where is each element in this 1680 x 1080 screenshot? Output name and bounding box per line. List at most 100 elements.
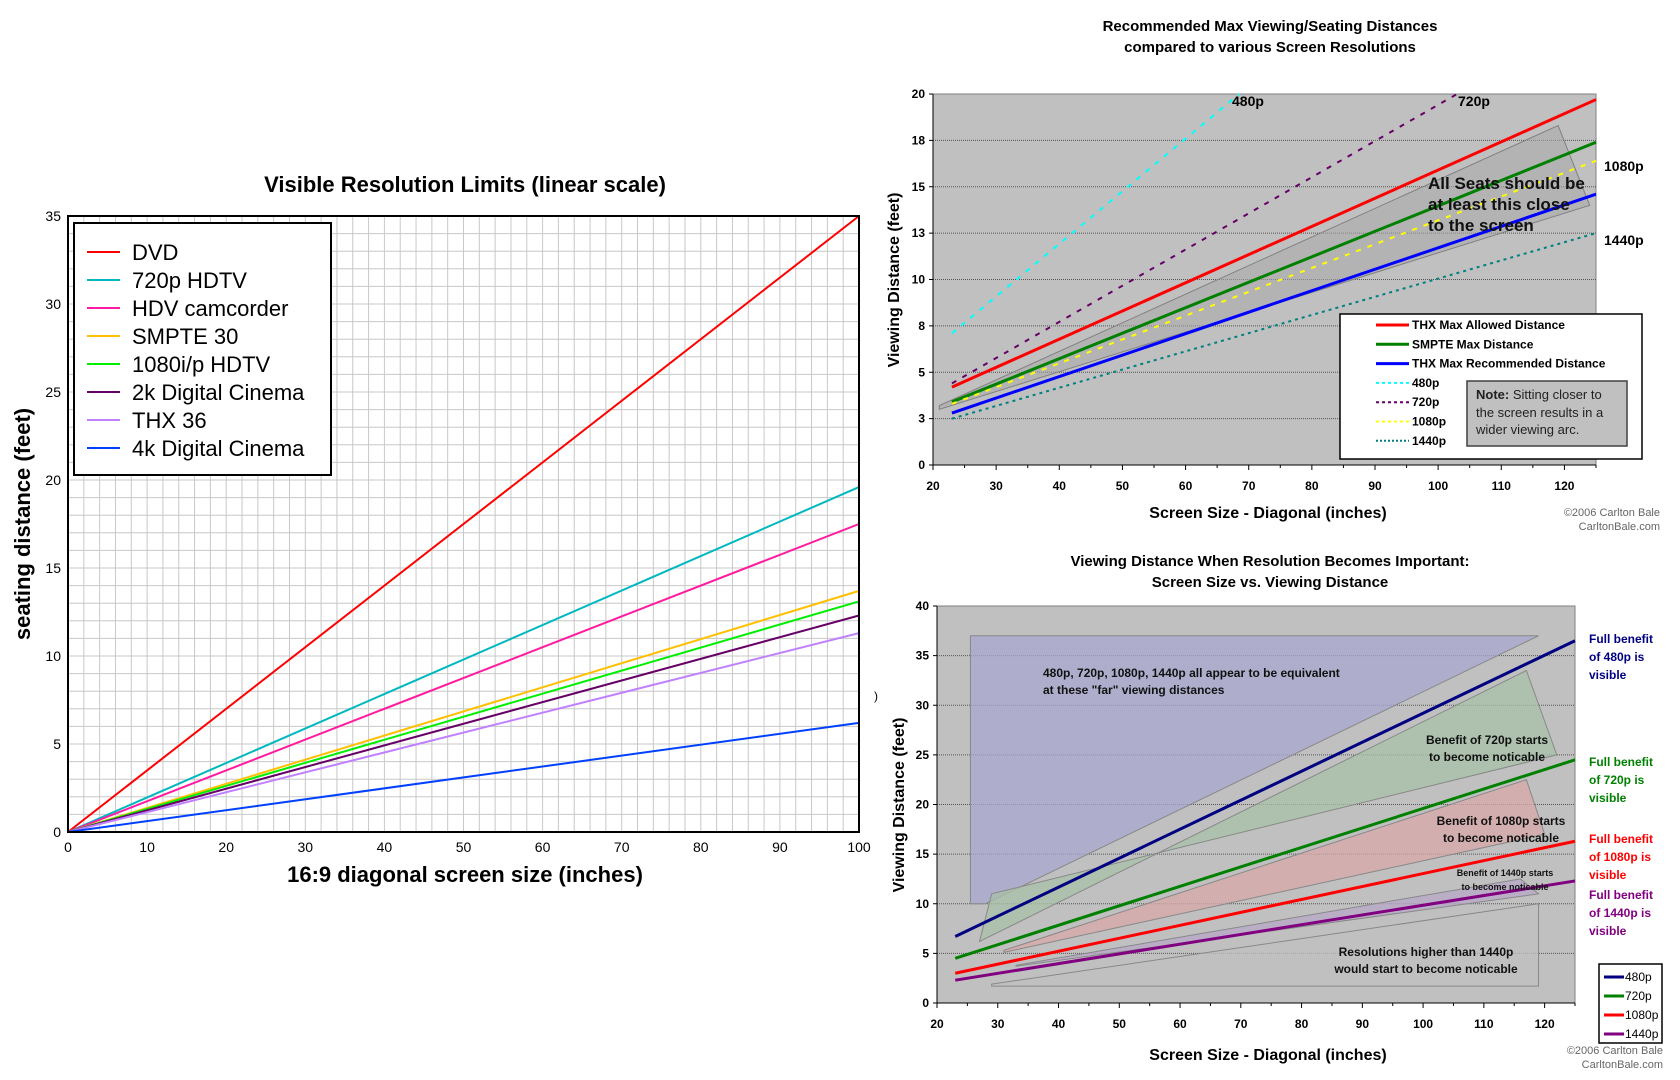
legend-label: SMPTE 30 (132, 324, 238, 349)
y-tick-label: 30 (916, 698, 930, 712)
legend-label: 480p (1625, 970, 1652, 984)
x-tick-label: 70 (614, 839, 630, 855)
legend-label: 1440p (1625, 1027, 1659, 1041)
left-y-ticks: 0 5 10 15 20 25 30 35 (45, 208, 61, 840)
x-tick-label: 90 (1368, 479, 1382, 493)
legend-label: SMPTE Max Distance (1412, 337, 1534, 351)
y-tick-label: 20 (912, 87, 926, 101)
note-line-2: the screen results in a (1476, 405, 1604, 420)
stray-mark: ) (874, 689, 878, 703)
region-1440p (1015, 878, 1540, 967)
series-line-thx-max-recommended-distance (951, 192, 1597, 415)
x-tick-label: 30 (991, 1017, 1005, 1031)
bottom-right-axes: 0 5 10 15 20 25 30 35 40 20 30 40 50 60 70 80 90 100 110 12… (916, 599, 1576, 1031)
left-legend-box (73, 222, 332, 476)
legend-label: 1080p (1412, 415, 1446, 429)
series-line-1080i-p-hdtv (67, 600, 860, 833)
side-label: Full benefit (1589, 888, 1653, 902)
note-line-1: Note: Sitting closer to (1476, 387, 1602, 402)
side-label: visible (1589, 868, 1627, 882)
x-tick-label: 60 (535, 839, 551, 855)
region-label: Benefit of 1080p starts (1437, 814, 1566, 828)
label-720p: 720p (1458, 93, 1490, 109)
bottom-right-legend: 480p 720p 1080p 1440p (1598, 963, 1663, 1044)
x-tick-label: 80 (1295, 1017, 1309, 1031)
label-1080p: 1080p (1604, 158, 1644, 174)
y-tick-label: 35 (916, 649, 930, 663)
series-line-hdv-camcorder (67, 523, 860, 833)
series-line-2k-digital-cinema (67, 614, 860, 833)
side-label: Full benefit (1589, 755, 1653, 769)
series-line-720p (951, 93, 1458, 385)
legend-label: 480p (1412, 376, 1439, 390)
bottom-right-y-axis-label: Viewing Distance (feet) (891, 718, 908, 893)
legend-label: 1440p (1412, 434, 1446, 448)
legend-label: 1080p (1625, 1008, 1659, 1022)
x-tick-label: 50 (1113, 1017, 1127, 1031)
series-line-smpte-30 (67, 589, 860, 833)
y-tick-label: 10 (916, 897, 930, 911)
region-label: at these "far" viewing distances (1043, 683, 1225, 697)
y-tick-label: 0 (53, 824, 61, 840)
y-tick-label: 10 (45, 648, 61, 664)
bottom-right-side-labels: Full benefit of 480p is visible Full benefi… (1589, 632, 1653, 938)
x-tick-label: 20 (930, 1017, 944, 1031)
x-tick-label: 30 (989, 479, 1003, 493)
x-tick-label: 40 (377, 839, 393, 855)
series-line-4k-digital-cinema (67, 721, 860, 833)
x-tick-label: 110 (1492, 479, 1512, 493)
legend-label: DVD (132, 240, 178, 265)
side-label: visible (1589, 924, 1627, 938)
region-label: to become noticable (1461, 882, 1548, 892)
legend-label: 4k Digital Cinema (132, 436, 305, 461)
series-line-thx-max-allowed-distance (951, 98, 1597, 389)
y-tick-label: 3 (918, 412, 925, 426)
bottom-right-title-line-2: Screen Size vs. Viewing Distance (1152, 574, 1389, 591)
series-line-720p-hdtv (67, 486, 860, 833)
left-series-lines (67, 215, 860, 833)
x-tick-label: 90 (772, 839, 788, 855)
bottom-right-region-texts: 480p, 720p, 1080p, 1440p all appear to b… (1043, 666, 1566, 976)
bottom-right-chart: Viewing Distance When Resolution Becomes… (891, 553, 1663, 1071)
y-tick-label: 13 (912, 226, 926, 240)
note-line-3: wider viewing arc. (1475, 422, 1579, 437)
x-tick-label: 40 (1053, 479, 1067, 493)
region-label: Benefit of 1440p starts (1457, 868, 1554, 878)
top-right-credit-1: ©2006 Carlton Bale (1564, 507, 1660, 519)
legend-label: 720p (1625, 989, 1652, 1003)
y-tick-label: 5 (918, 365, 925, 379)
left-legend: DVD 720p HDTV HDV camcorder SMPTE 30 1080i/p… (73, 222, 332, 476)
region-label: to become noticable (1443, 831, 1559, 845)
label-1440p: 1440p (1604, 232, 1644, 248)
legend-label: HDV camcorder (132, 296, 288, 321)
legend-label: 1080i/p HDTV (132, 352, 271, 377)
y-tick-label: 8 (918, 319, 925, 333)
y-tick-label: 18 (912, 133, 926, 147)
x-tick-label: 20 (218, 839, 234, 855)
x-tick-label: 20 (926, 479, 940, 493)
y-tick-label: 10 (912, 273, 926, 287)
top-right-series-lines (951, 93, 1597, 420)
y-tick-label: 5 (53, 736, 61, 752)
y-tick-label: 40 (916, 599, 930, 613)
annotation-line-2: at least this close (1428, 195, 1570, 214)
y-tick-label: 20 (916, 798, 930, 812)
y-tick-label: 25 (45, 384, 61, 400)
series-line-1440p (954, 879, 1576, 982)
top-right-seating-wedge (938, 124, 1591, 411)
region-720p (978, 669, 1558, 943)
series-line-dvd (67, 215, 860, 833)
region-label: to become noticable (1429, 750, 1545, 764)
x-tick-label: 70 (1242, 479, 1256, 493)
top-right-chart: Recommended Max Viewing/Seating Distance… (886, 18, 1660, 533)
region-higher (991, 903, 1540, 987)
top-right-legend: Note: Sitting closer to the screen resul… (1339, 313, 1643, 460)
side-label: of 1080p is (1589, 850, 1651, 864)
y-tick-label: 20 (45, 472, 61, 488)
x-tick-label: 120 (1554, 479, 1574, 493)
side-label: visible (1589, 668, 1627, 682)
x-tick-label: 40 (1052, 1017, 1066, 1031)
left-plot-frame (67, 215, 860, 833)
y-tick-label: 15 (916, 847, 930, 861)
